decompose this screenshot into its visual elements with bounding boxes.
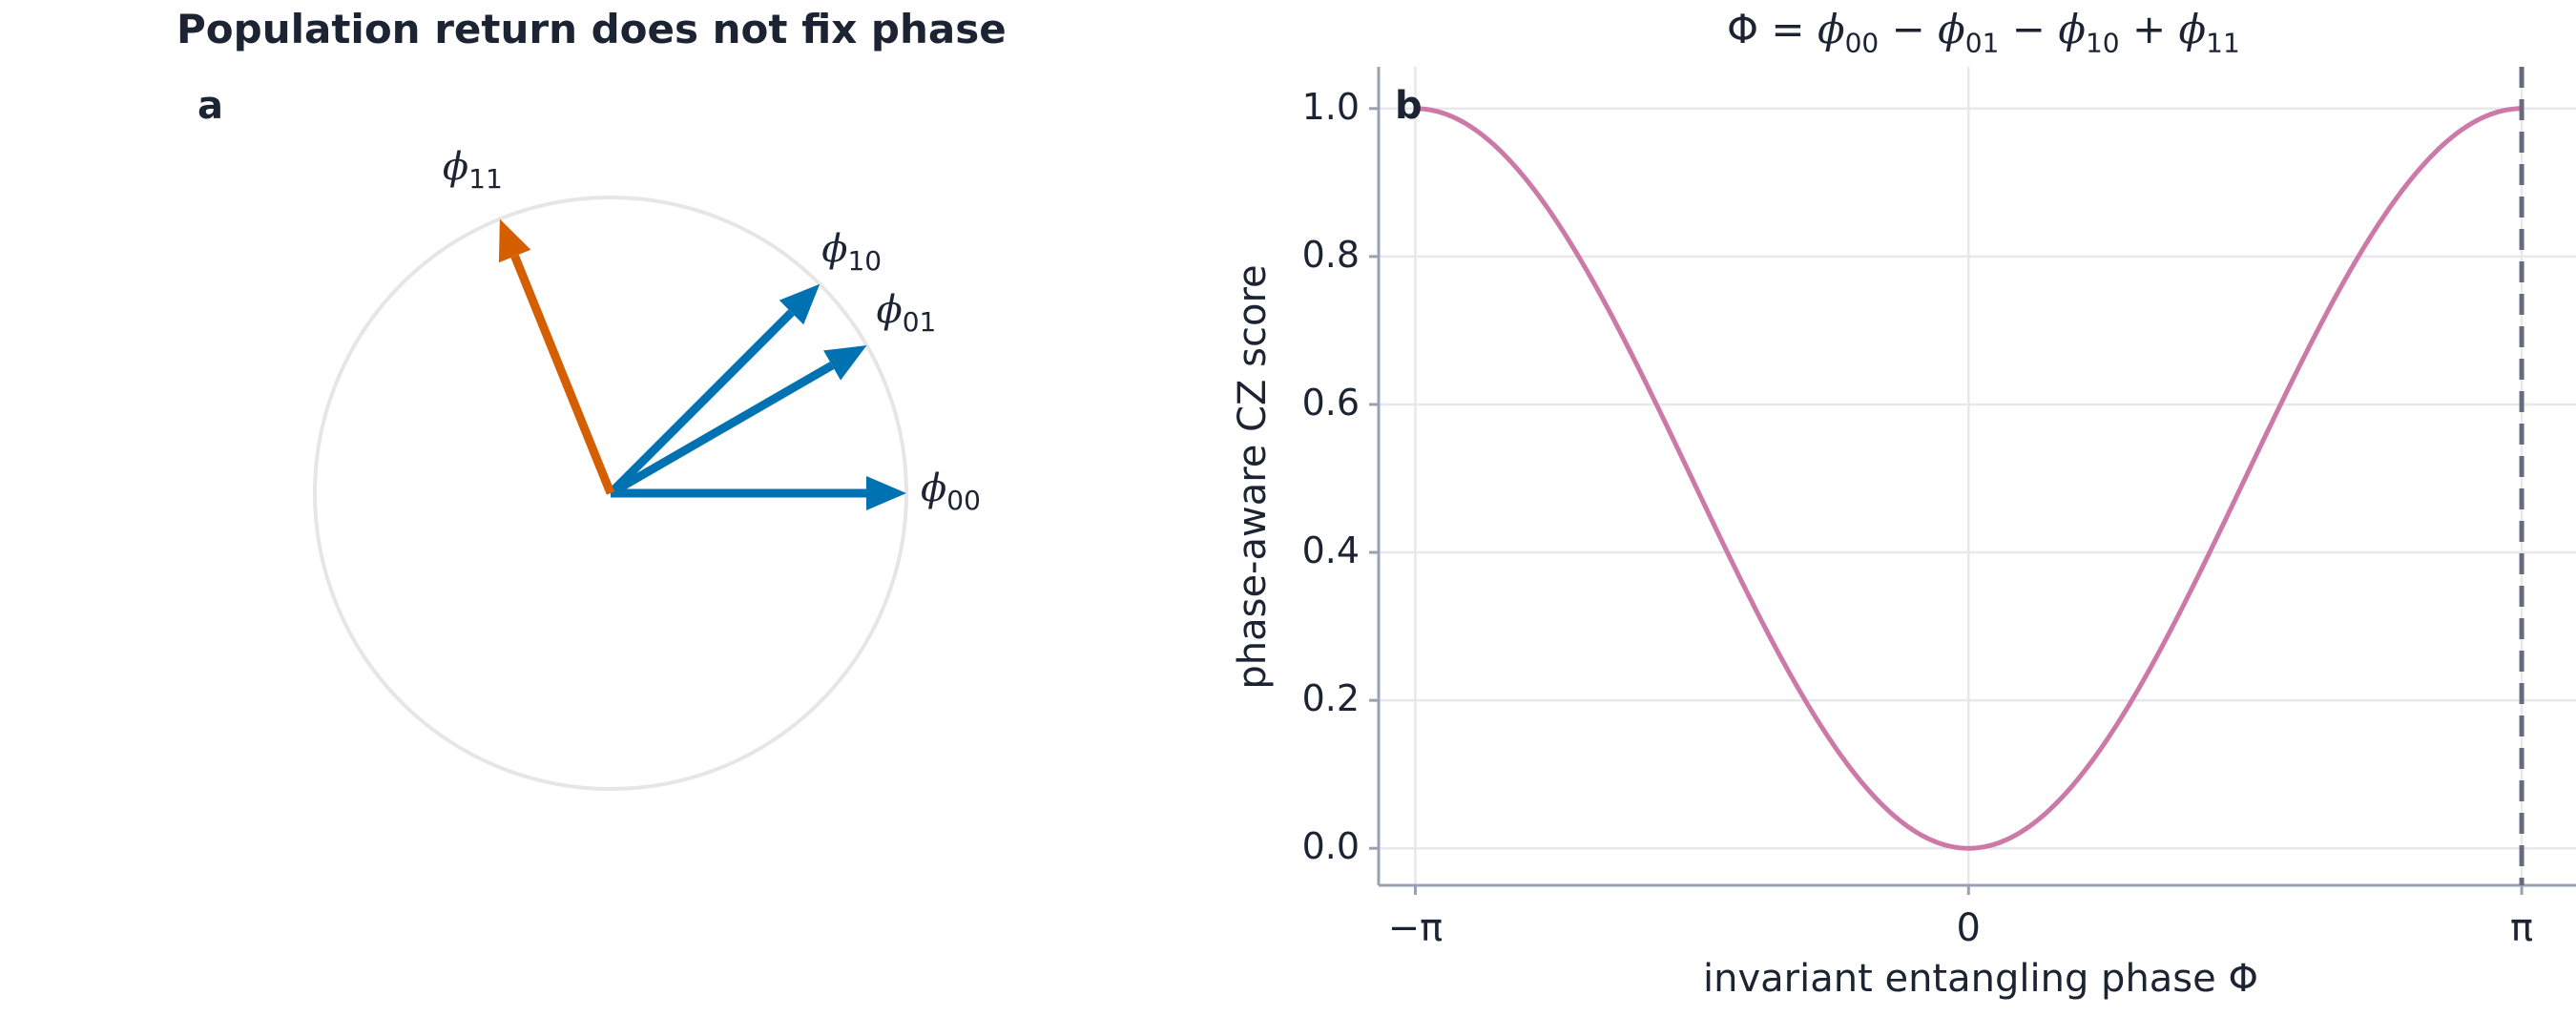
phase-vector-head-11: [498, 218, 531, 263]
panel-b-title: Φ = ϕ00 − ϕ01 − ϕ10 + ϕ11: [1727, 6, 2240, 59]
phi-label-00: ϕ00: [921, 467, 981, 516]
figure-title: Population return does not fix phase: [177, 6, 1007, 52]
y-tick-label: 0.0: [1301, 825, 1360, 868]
x-tick-label: 0: [1956, 906, 1981, 950]
y-axis-label: phase-aware CZ score: [1231, 264, 1275, 690]
y-tick-label: 0.6: [1301, 381, 1360, 424]
cz-score-curve: [1415, 106, 2523, 851]
x-tick-label: −π: [1387, 906, 1444, 950]
phase-vector-11: [510, 254, 615, 495]
phi-label-01: ϕ01: [876, 288, 937, 338]
y-tick-label: 1.0: [1301, 85, 1360, 128]
phase-vector-head-00: [866, 476, 906, 510]
phase-vector-head-01: [823, 345, 867, 381]
y-tick-label: 0.2: [1301, 677, 1360, 720]
x-tick-label: π: [2510, 906, 2534, 950]
phi-label-10: ϕ10: [821, 226, 883, 277]
phase-vector-10: [607, 309, 795, 497]
y-tick-label: 0.8: [1301, 233, 1360, 276]
phase-vector-head-10: [779, 283, 821, 325]
phi-label-11: ϕ11: [442, 144, 503, 195]
phase-vector-diagram: [313, 196, 908, 791]
panel-b-label: b: [1395, 84, 1423, 128]
panel-a-label: a: [197, 84, 223, 128]
phase-vector-01: [608, 362, 835, 497]
x-axis-label: invariant entangling phase Φ: [1703, 957, 2258, 1001]
y-tick-label: 0.4: [1301, 529, 1360, 572]
